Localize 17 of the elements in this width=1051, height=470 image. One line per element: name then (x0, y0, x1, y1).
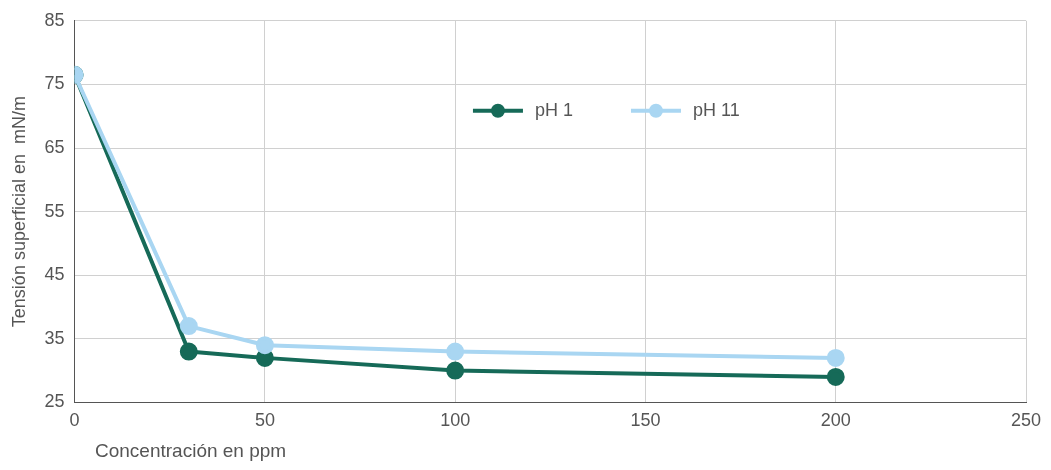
y-tick-label: 85 (44, 9, 65, 30)
legend-label: pH 1 (534, 99, 573, 120)
x-axis-title: Concentración en ppm (95, 440, 287, 462)
x-tick-label: 100 (440, 410, 471, 431)
y-tick-label: 55 (44, 200, 65, 221)
y-tick-label: 35 (44, 327, 65, 348)
x-tick-label: 0 (69, 410, 80, 431)
x-tick-label: 50 (254, 410, 275, 431)
x-tick-label: 150 (630, 410, 661, 431)
x-tick-label: 200 (820, 410, 851, 431)
x-tick-label: 250 (1010, 410, 1042, 431)
y-axis-title: Tensión superficial en mN/m (8, 96, 29, 328)
legend-label: pH 11 (692, 99, 740, 120)
y-tick-label: 45 (44, 264, 65, 285)
y-tick-label: 75 (44, 73, 65, 94)
y-tick-label: 65 (44, 136, 65, 157)
y-tick-label: 25 (44, 391, 65, 412)
